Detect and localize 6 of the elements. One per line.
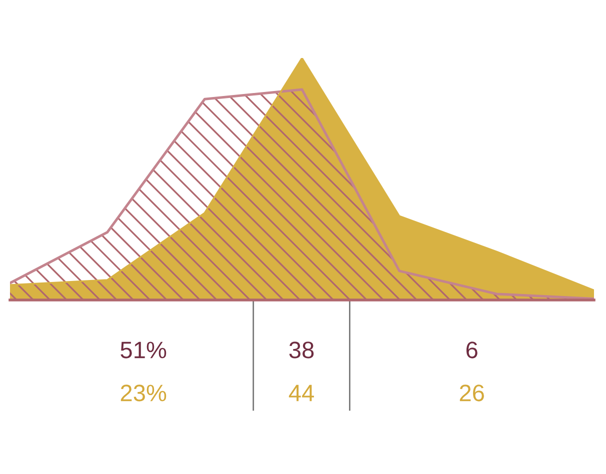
text: 6 xyxy=(466,342,478,358)
text: 44 xyxy=(288,384,314,402)
text: 26 xyxy=(460,384,484,402)
text: 51% xyxy=(120,342,166,358)
text: 38 xyxy=(289,342,314,358)
text: 23% xyxy=(120,384,166,402)
